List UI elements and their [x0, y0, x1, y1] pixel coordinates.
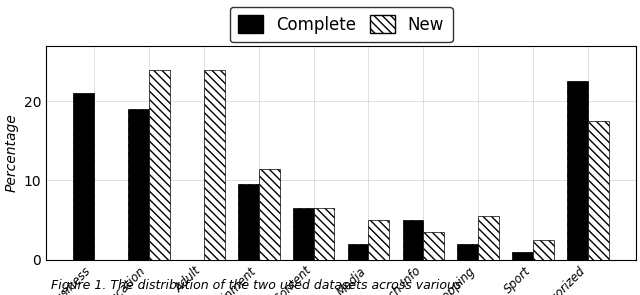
Bar [478, 216, 499, 260]
Bar [533, 240, 554, 260]
Bar [424, 232, 444, 260]
Bar [314, 208, 335, 260]
Bar [458, 244, 478, 260]
Bar [292, 208, 314, 260]
Bar [588, 121, 609, 260]
Bar [348, 244, 369, 260]
Bar [73, 93, 94, 260]
Bar [204, 70, 225, 260]
Bar [238, 184, 259, 260]
Bar [567, 81, 588, 260]
Bar [148, 70, 170, 260]
Text: Figure 1. The distribution of the two used datasets across various: Figure 1. The distribution of the two us… [51, 279, 461, 292]
Bar [128, 109, 148, 260]
Bar [403, 220, 424, 260]
Legend: Complete, New: Complete, New [230, 7, 452, 42]
Bar [259, 168, 280, 260]
Bar [369, 220, 389, 260]
Bar [513, 252, 533, 260]
Y-axis label: Percentage: Percentage [4, 113, 18, 192]
